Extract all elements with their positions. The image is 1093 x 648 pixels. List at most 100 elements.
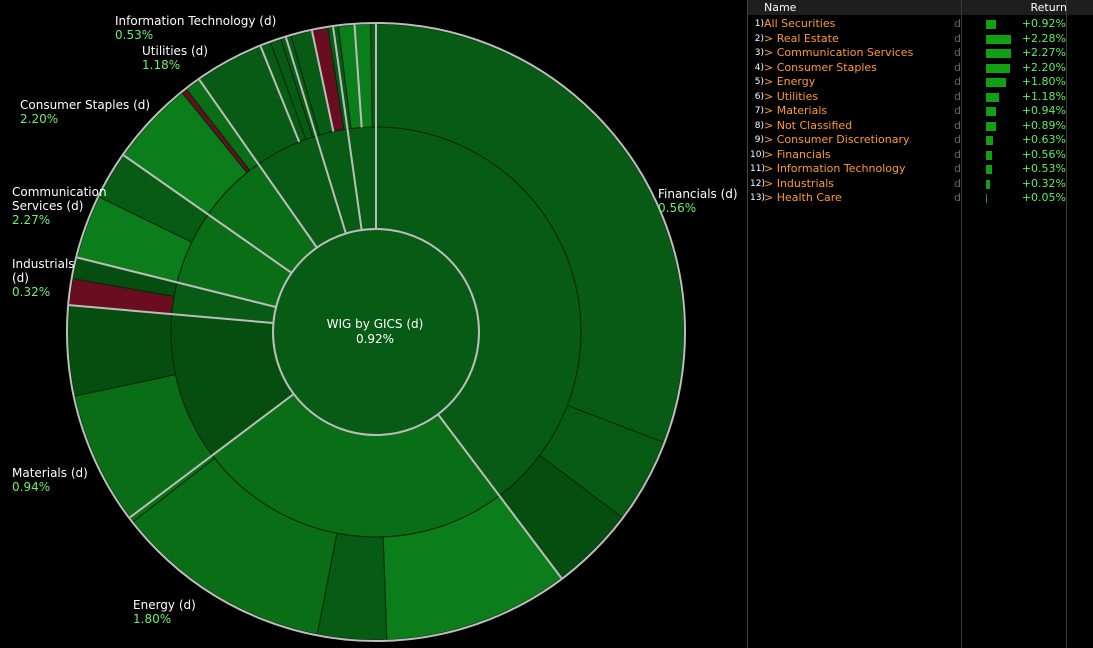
row-name[interactable]: > Materials [764, 104, 828, 117]
row-name[interactable]: > Not Classified [764, 118, 853, 132]
return-bar [986, 165, 992, 174]
label-utilities[interactable]: Utilities (d) 1.18% [142, 44, 208, 72]
row-index: 2) [754, 33, 764, 44]
row-return: +0.63% [1021, 133, 1066, 146]
row-name[interactable]: All Securities [764, 17, 836, 30]
row-index: 8) [754, 120, 764, 131]
row-period: d [954, 176, 961, 190]
label-communication-services-name: Communication Services (d) [12, 185, 107, 213]
sector-separator [353, 24, 363, 128]
chart-title: WIG by GICS (d) [326, 317, 424, 331]
return-bar [986, 20, 997, 29]
chart-center-value: 0.92% [355, 332, 395, 346]
label-financials-value: 0.56% [658, 201, 697, 215]
row-period: d [954, 46, 961, 59]
label-industrials[interactable]: Industrials (d) 0.32% [12, 257, 75, 299]
row-name[interactable]: > Industrials [764, 176, 835, 190]
outer-segment[interactable] [375, 23, 685, 444]
return-bar [986, 49, 1011, 58]
row-index: 4) [754, 62, 764, 73]
return-bar [986, 34, 1011, 44]
table-row[interactable]: 5) > Energy d +1.80% [748, 75, 1068, 89]
table-row[interactable]: 13) > Health Care d +0.05% [748, 191, 1068, 205]
row-index: 9) [754, 135, 764, 145]
row-name[interactable]: > Health Care [764, 191, 842, 204]
row-period: d [954, 89, 961, 103]
row-period: d [954, 104, 961, 117]
label-utilities-value: 1.18% [142, 58, 181, 72]
row-return: +0.53% [1021, 162, 1066, 175]
label-industrials-value: 0.32% [12, 285, 51, 299]
center-circle[interactable] [272, 228, 480, 436]
label-consumer-staples[interactable]: Consumer Staples (d) 2.20% [20, 98, 150, 126]
row-name[interactable]: > Utilities [764, 89, 819, 103]
column-divider [961, 0, 962, 648]
label-consumer-staples-value: 2.20% [20, 112, 59, 126]
row-name[interactable]: > Communication Services [764, 46, 914, 59]
return-bar [986, 179, 990, 189]
center-label[interactable]: WIG by GICS (d) 0.92% [310, 317, 440, 347]
label-it-value: 0.53% [115, 28, 154, 42]
row-name[interactable]: > Energy [764, 75, 816, 88]
sector-separator [198, 79, 318, 249]
row-index: 10) [750, 149, 765, 160]
table-row[interactable]: 4) > Consumer Staples d +2.20% [748, 61, 1068, 75]
row-period: d [954, 133, 961, 146]
row-index: 11) [750, 164, 765, 174]
row-period: d [954, 147, 961, 161]
row-return: +1.18% [1021, 89, 1066, 103]
label-materials-name: Materials (d) [12, 466, 88, 480]
label-financials[interactable]: Financials (d) 0.56% [658, 187, 738, 215]
label-energy-value: 1.80% [133, 612, 172, 626]
row-index: 5) [754, 77, 764, 87]
row-name[interactable]: > Information Technology [764, 162, 906, 175]
sector-separator [332, 26, 363, 231]
row-return: +1.80% [1021, 75, 1066, 88]
return-bar [986, 121, 996, 131]
return-bar [986, 78, 1006, 87]
table-row[interactable]: 8) > Not Classified d +0.89% [748, 119, 1068, 133]
column-header-name[interactable]: Name [764, 1, 797, 14]
row-index: 13) [750, 193, 765, 203]
sector-separator [76, 256, 277, 309]
row-period: d [954, 162, 961, 175]
row-return: +0.05% [1021, 191, 1066, 204]
label-communication-services-value: 2.27% [12, 213, 51, 227]
table-row[interactable]: 3) > Communication Services d +2.27% [748, 46, 1068, 60]
row-index: 12) [750, 178, 765, 189]
label-information-technology[interactable]: Information Technology (d) 0.53% [115, 14, 276, 42]
table-row[interactable]: 12) > Industrials d +0.32% [748, 177, 1068, 191]
row-return: +0.94% [1021, 104, 1066, 117]
row-name[interactable]: > Consumer Staples [764, 60, 877, 74]
table-row[interactable]: 7) > Materials d +0.94% [748, 104, 1068, 118]
label-energy[interactable]: Energy (d) 1.80% [133, 598, 196, 626]
sector-separator [259, 46, 301, 143]
sector-separator [437, 413, 563, 579]
row-period: d [954, 31, 961, 45]
row-name[interactable]: > Consumer Discretionary [764, 133, 910, 146]
returns-panel: Name Return 1) All Securities d +0.92% 2) > R… [747, 0, 1093, 648]
label-energy-name: Energy (d) [133, 598, 196, 612]
label-materials[interactable]: Materials (d) 0.94% [12, 466, 88, 494]
table-row[interactable]: 9) > Consumer Discretionary d +0.63% [748, 133, 1068, 147]
row-name[interactable]: > Financials [764, 147, 831, 161]
table-row[interactable]: 10) > Financials d +0.56% [748, 148, 1068, 162]
row-return: +0.56% [1021, 147, 1066, 161]
row-return: +2.27% [1021, 46, 1066, 59]
sector-separator [123, 154, 293, 274]
sector-separator [310, 30, 335, 132]
row-period: d [954, 75, 961, 88]
column-header-return[interactable]: Return [1030, 1, 1067, 14]
row-name[interactable]: > Real Estate [764, 31, 839, 45]
label-materials-value: 0.94% [12, 480, 51, 494]
row-index: 1) [754, 19, 764, 29]
return-bar [986, 194, 987, 203]
label-communication-services[interactable]: Communication Services (d) 2.27% [12, 185, 107, 227]
table-row[interactable]: 1) All Securities d +0.92% [748, 17, 1068, 31]
table-row[interactable]: 2) > Real Estate d +2.28% [748, 32, 1068, 46]
row-return: +2.20% [1021, 60, 1066, 74]
table-row[interactable]: 11) > Information Technology d +0.53% [748, 162, 1068, 176]
table-row[interactable]: 6) > Utilities d +1.18% [748, 90, 1068, 104]
row-return: +0.32% [1021, 176, 1066, 190]
return-bar [986, 107, 997, 116]
